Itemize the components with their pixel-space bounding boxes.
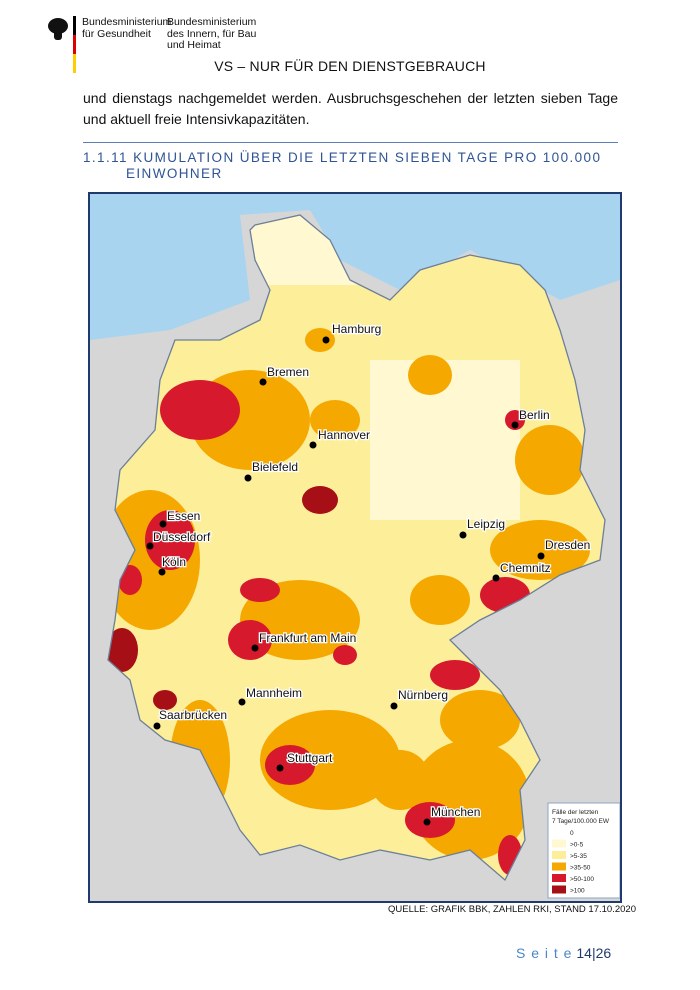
city-essen: Essen (159, 508, 202, 528)
legend-label: >50-100 (570, 876, 594, 883)
svg-text:München: München (431, 805, 480, 819)
flag-stripe-black (73, 16, 76, 35)
city-hannover: Hannover (309, 427, 371, 449)
legend-label: 0 (570, 830, 574, 837)
legend-swatch (552, 839, 566, 848)
city-markers: Hamburg Bremen Berlin Hannover Bielefeld… (146, 321, 592, 826)
svg-text:Frankfurt am Main: Frankfurt am Main (259, 631, 356, 645)
section-number: 1.1.11 (83, 150, 128, 165)
city-koeln: Köln (158, 554, 187, 576)
city-chemnitz: Chemnitz (492, 560, 552, 582)
svg-text:Mannheim: Mannheim (246, 686, 302, 700)
heading-rule (83, 142, 618, 143)
legend-swatch (552, 851, 566, 859)
legend-swatch (552, 862, 566, 871)
svg-text:Bremen: Bremen (267, 365, 309, 379)
legend-swatch (552, 885, 566, 894)
classification-label: VS – NUR FÜR DEN DIENSTGEBRAUCH (214, 58, 486, 74)
map-svg: Hamburg Bremen Berlin Hannover Bielefeld… (90, 194, 621, 901)
city-berlin: Berlin (511, 407, 551, 429)
legend-label: >0-5 (570, 842, 584, 849)
city-bielefeld: Bielefeld (244, 459, 299, 482)
svg-text:Chemnitz: Chemnitz (500, 561, 551, 575)
section-title-cont: EINWOHNER (126, 166, 223, 181)
ministry-line: des Innern, für Bau (167, 27, 257, 40)
city-leipzig: Leipzig (459, 516, 506, 539)
city-nuernberg: Nürnberg (390, 687, 449, 710)
sea (90, 194, 620, 340)
map-legend: Fälle der letzten 7 Tage/100.000 EW 0 >0-… (547, 802, 621, 899)
svg-text:Stuttgart: Stuttgart (287, 751, 333, 765)
svg-text:Düsseldorf: Düsseldorf (153, 530, 211, 544)
legend-title: Fälle der letzten (552, 809, 599, 816)
svg-text:Essen: Essen (167, 509, 200, 523)
svg-text:Dresden: Dresden (545, 538, 590, 552)
incidence-map: Hamburg Bremen Berlin Hannover Bielefeld… (88, 192, 622, 903)
svg-text:Saarbrücken: Saarbrücken (159, 708, 227, 722)
city-dresden: Dresden (537, 537, 592, 560)
federal-eagle-icon (48, 18, 68, 40)
legend-label: >5-35 (570, 853, 587, 860)
city-stuttgart: Stuttgart (276, 750, 334, 772)
ministry-line: und Heimat (167, 39, 221, 51)
flag-stripe-red (73, 35, 76, 54)
section-title: KUMULATION ÜBER DIE LETZTEN SIEBEN TAGE … (133, 150, 602, 165)
svg-text:Leipzig: Leipzig (467, 517, 505, 531)
city-saarbruecken: Saarbrücken (153, 707, 228, 730)
legend-swatch (552, 828, 566, 836)
current-page: 14 (576, 945, 592, 961)
total-pages: 26 (595, 945, 612, 961)
svg-text:Berlin: Berlin (519, 408, 550, 422)
legend-swatch (552, 874, 566, 882)
city-muenchen: München (423, 804, 482, 826)
svg-text:Nürnberg: Nürnberg (398, 688, 448, 702)
body-paragraph: und dienstags nachgemeldet werden. Ausbr… (83, 90, 618, 127)
ministry-line: Bundesministerium (82, 16, 172, 28)
legend-title: 7 Tage/100.000 EW (552, 818, 610, 825)
page-label: S e i t e (516, 945, 573, 961)
city-mannheim: Mannheim (238, 685, 303, 706)
districts (108, 215, 605, 880)
svg-text:Köln: Köln (162, 555, 186, 569)
page-number: S e i t e 14|26 (516, 945, 612, 961)
city-bremen: Bremen (259, 364, 310, 386)
legend-label: >35-50 (570, 865, 591, 872)
city-duesseldorf: Düsseldorf (146, 529, 212, 550)
ministry-line: für Gesundheit (82, 27, 151, 40)
ministry-health: Bundesministerium für Gesundheit (82, 16, 172, 40)
svg-text:Hannover: Hannover (318, 428, 370, 442)
city-frankfurt: Frankfurt am Main (251, 630, 358, 652)
map-source: QUELLE: GRAFIK BBK, ZAHLEN RKI, STAND 17… (388, 904, 636, 915)
svg-text:Bielefeld: Bielefeld (252, 460, 298, 474)
section-heading: 1.1.11 KUMULATION ÜBER DIE LETZTEN SIEBE… (83, 150, 601, 182)
city-hamburg: Hamburg (322, 321, 383, 344)
flag-stripe-gold (73, 54, 76, 73)
ministry-line: Bundesministerium (167, 16, 257, 28)
ministry-interior: Bundesministerium des Innern, für Bau un… (167, 16, 257, 52)
svg-text:Hamburg: Hamburg (332, 322, 381, 336)
legend-label: >100 (570, 888, 585, 895)
